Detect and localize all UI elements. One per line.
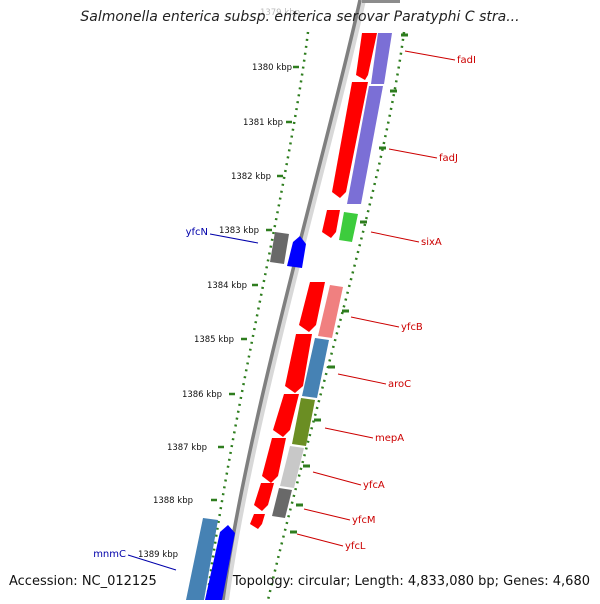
gene-feature-aroC-product[interactable] [302,338,329,398]
gene-label-yfcB[interactable]: yfcB [401,322,423,333]
topology-label: Topology: circular; Length: 4,833,080 bp… [232,574,590,589]
forward-gene-labels: fadI fadJ sixA yfcB aroC mepA yfcA yfcM … [345,55,476,552]
gene-label-aroC[interactable]: aroC [388,379,411,390]
ruler-label: 1382 kbp [231,172,271,182]
gene-label-connector [127,554,177,571]
gene-label-connector [404,50,456,61]
gene-label-yfcM[interactable]: yfcM [352,515,376,526]
forward-label-connectors [296,50,456,547]
gene-label-connector [370,231,420,243]
gene-feature-fadJ-cds[interactable] [332,82,368,198]
gene-feature-fadJ-product[interactable] [347,86,383,204]
gene-feature-mnmC-cds[interactable] [205,525,235,600]
gene-label-connector [337,373,387,385]
ruler-label: 1384 kbp [207,281,247,291]
reverse-label-connectors [127,233,259,571]
gene-label-yfcA[interactable]: yfcA [363,480,385,491]
ruler-label: 1379 kbp [260,8,300,18]
backbone-cap [362,0,400,3]
ruler-label: 1387 kbp [167,443,207,453]
gene-label-connector [209,233,259,244]
ruler-label: 1388 kbp [153,496,193,506]
gene-label-fadJ[interactable]: fadJ [439,153,458,164]
gene-label-connector [303,508,351,521]
gene-feature-fadI-product[interactable] [371,33,392,84]
reverse-strand-features [186,232,306,600]
gene-feature-yfcN-cds[interactable] [287,236,306,268]
map-title: Salmonella enterica subsp. enterica sero… [80,9,520,25]
gene-feature-yfcA-cds[interactable] [262,438,286,483]
gene-label-sixA[interactable]: sixA [421,237,442,248]
gene-label-connector [388,148,438,159]
gene-feature-mepA-cds[interactable] [273,394,299,437]
feature-track-ticks [290,33,408,534]
accession-label: Accession: NC_012125 [9,574,157,589]
gene-label-mnmC[interactable]: mnmC [93,549,126,560]
gene-label-connector [350,316,400,328]
gene-feature-yfcL-cds[interactable] [250,514,265,529]
gene-feature-yfcN-product[interactable] [270,232,289,264]
gene-feature-yfcM-product[interactable] [272,488,292,518]
forward-strand-features [250,33,392,529]
backbone-shadow [223,0,366,601]
gene-label-connector [296,533,344,547]
ruler-labels: 1379 kbp 1380 kbp 1381 kbp 1382 kbp 1383… [138,8,300,560]
gene-feature-yfcA-product[interactable] [280,446,304,488]
reverse-gene-labels: yfcN mnmC [93,227,208,560]
gene-feature-sixA-cds[interactable] [322,210,340,238]
ruler-label: 1385 kbp [194,335,234,345]
ruler-label: 1381 kbp [243,118,283,128]
ruler-label: 1389 kbp [138,550,178,560]
gene-label-connector [324,427,374,439]
ruler-label: 1383 kbp [219,226,259,236]
ruler-dotted-line [205,31,310,601]
gene-label-yfcN[interactable]: yfcN [186,227,208,238]
gene-feature-yfcB-cds[interactable] [299,282,325,332]
gene-feature-yfcB-product[interactable] [318,285,343,338]
gene-feature-yfcM-cds[interactable] [254,483,274,511]
ruler-label: 1386 kbp [182,390,222,400]
backbone-line [221,0,362,601]
ruler-label: 1380 kbp [252,63,292,73]
gene-label-connector [312,471,362,486]
gene-label-yfcL[interactable]: yfcL [345,541,366,552]
gene-label-fadI[interactable]: fadI [457,55,476,66]
gene-label-mepA[interactable]: mepA [375,433,404,444]
gene-feature-fadI-cds[interactable] [356,33,377,80]
gene-feature-mepA-product[interactable] [292,398,315,446]
gene-feature-mnmC-product[interactable] [186,518,218,600]
gene-feature-sixA-product[interactable] [339,212,358,242]
gene-feature-aroC-cds[interactable] [285,334,312,393]
